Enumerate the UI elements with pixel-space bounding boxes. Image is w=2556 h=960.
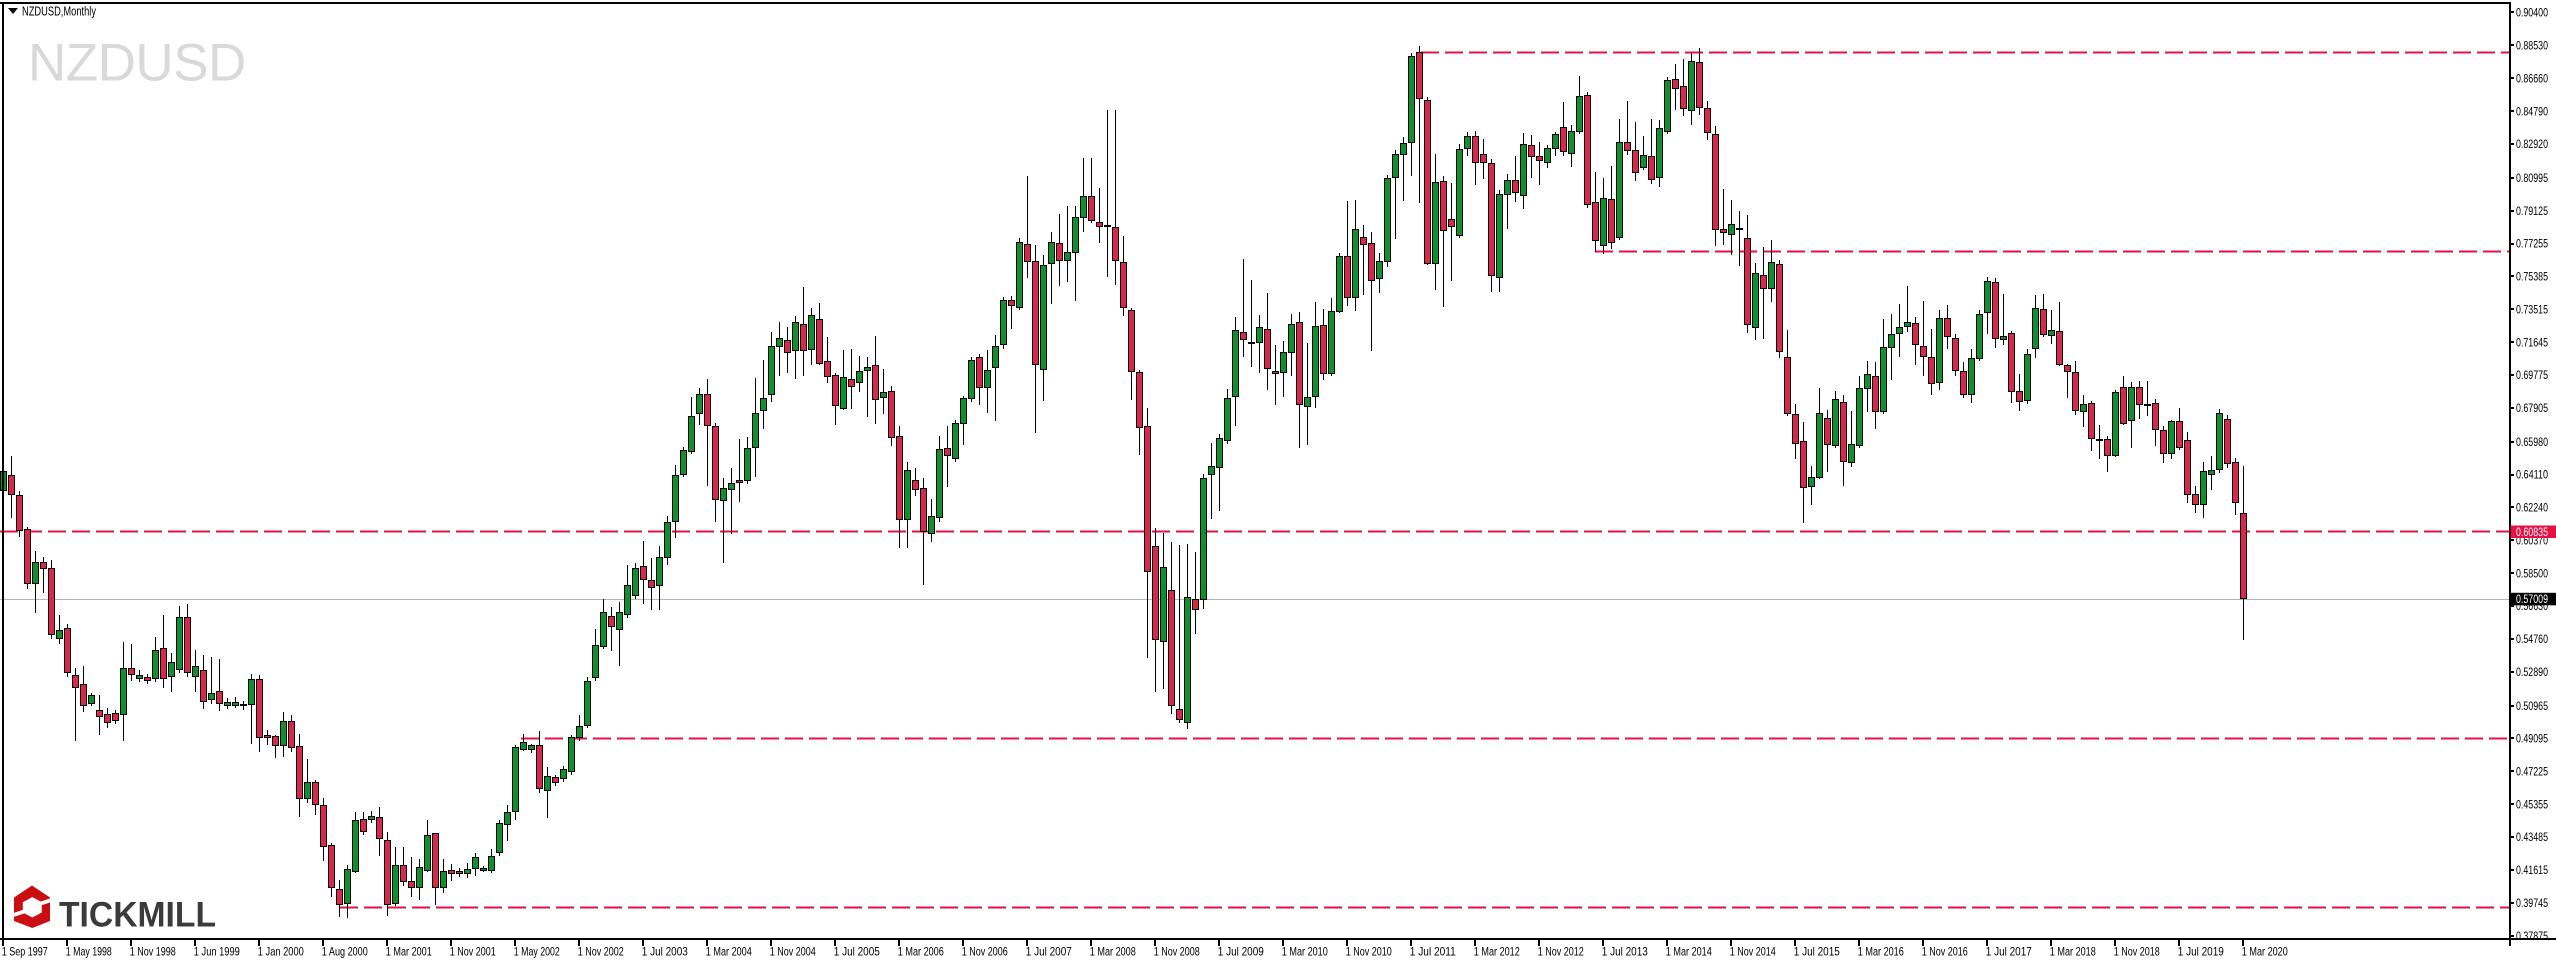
- svg-text:1 May 1998: 1 May 1998: [66, 945, 112, 959]
- svg-text:1 Nov 2014: 1 Nov 2014: [1730, 945, 1776, 959]
- svg-text:1 Jun 1999: 1 Jun 1999: [194, 945, 240, 959]
- svg-text:0.54760: 0.54760: [2516, 634, 2548, 646]
- svg-text:1 Jul 2019: 1 Jul 2019: [2178, 945, 2224, 959]
- svg-text:0.52890: 0.52890: [2516, 667, 2548, 679]
- svg-text:0.88530: 0.88530: [2516, 41, 2548, 53]
- svg-text:0.64110: 0.64110: [2516, 470, 2548, 482]
- svg-text:0.82920: 0.82920: [2516, 139, 2548, 151]
- svg-text:1 Jul 2017: 1 Jul 2017: [1986, 945, 2032, 959]
- svg-text:1 Jul 2011: 1 Jul 2011: [1410, 945, 1456, 959]
- svg-text:0.57009: 0.57009: [2516, 594, 2548, 606]
- svg-text:1 Nov 2016: 1 Nov 2016: [1922, 945, 1968, 959]
- svg-text:1 Jul 2015: 1 Jul 2015: [1794, 945, 1840, 959]
- svg-text:1 Nov 2002: 1 Nov 2002: [578, 945, 624, 959]
- svg-text:1 Sep 1997: 1 Sep 1997: [2, 945, 48, 959]
- svg-text:1 Mar 2008: 1 Mar 2008: [1090, 945, 1136, 959]
- svg-text:0.41615: 0.41615: [2516, 865, 2548, 877]
- svg-text:1 Mar 2020: 1 Mar 2020: [2242, 945, 2288, 959]
- svg-text:1 Jul 2005: 1 Jul 2005: [834, 945, 880, 959]
- svg-text:1 Mar 2016: 1 Mar 2016: [1858, 945, 1904, 959]
- svg-text:1 May 2002: 1 May 2002: [514, 945, 560, 959]
- svg-text:1 Jul 2003: 1 Jul 2003: [642, 945, 688, 959]
- svg-text:0.84790: 0.84790: [2516, 106, 2548, 118]
- svg-text:1 Mar 2012: 1 Mar 2012: [1474, 945, 1520, 959]
- svg-text:0.49095: 0.49095: [2516, 734, 2548, 746]
- svg-text:0.77255: 0.77255: [2516, 239, 2548, 251]
- svg-text:NZDUSD,Monthly: NZDUSD,Monthly: [22, 4, 96, 19]
- svg-text:1 Nov 2018: 1 Nov 2018: [2114, 945, 2160, 959]
- svg-text:1 Nov 1998: 1 Nov 1998: [130, 945, 176, 959]
- svg-text:0.80995: 0.80995: [2516, 173, 2548, 185]
- svg-text:0.69775: 0.69775: [2516, 370, 2548, 382]
- svg-text:0.75385: 0.75385: [2516, 272, 2548, 284]
- svg-text:0.62240: 0.62240: [2516, 503, 2548, 515]
- svg-text:1 Aug 2000: 1 Aug 2000: [322, 945, 368, 959]
- svg-text:0.71645: 0.71645: [2516, 337, 2548, 349]
- svg-text:0.73515: 0.73515: [2516, 305, 2548, 317]
- svg-text:1 Jul 2013: 1 Jul 2013: [1602, 945, 1648, 959]
- svg-text:1 Jan 2000: 1 Jan 2000: [258, 945, 304, 959]
- svg-text:1 Nov 2001: 1 Nov 2001: [450, 945, 496, 959]
- svg-text:0.79125: 0.79125: [2516, 206, 2548, 218]
- svg-text:1 Nov 2006: 1 Nov 2006: [962, 945, 1008, 959]
- svg-text:1 Mar 2018: 1 Mar 2018: [2050, 945, 2096, 959]
- svg-text:0.67905: 0.67905: [2516, 403, 2548, 415]
- svg-text:0.65980: 0.65980: [2516, 437, 2548, 449]
- svg-text:1 Mar 2001: 1 Mar 2001: [386, 945, 432, 959]
- svg-text:0.45355: 0.45355: [2516, 799, 2548, 811]
- svg-text:1 Nov 2012: 1 Nov 2012: [1538, 945, 1584, 959]
- svg-text:0.60370: 0.60370: [2516, 536, 2548, 548]
- svg-text:0.60835: 0.60835: [2516, 527, 2548, 539]
- svg-text:NZDUSD: NZDUSD: [28, 34, 246, 93]
- svg-text:0.43485: 0.43485: [2516, 832, 2548, 844]
- svg-text:1 Mar 2004: 1 Mar 2004: [706, 945, 752, 959]
- svg-text:1 Nov 2010: 1 Nov 2010: [1346, 945, 1392, 959]
- svg-text:1 Jul 2009: 1 Jul 2009: [1218, 945, 1264, 959]
- svg-text:0.58500: 0.58500: [2516, 568, 2548, 580]
- svg-text:0.37875: 0.37875: [2516, 931, 2548, 943]
- svg-text:1 Mar 2014: 1 Mar 2014: [1666, 945, 1712, 959]
- svg-text:1 Jul 2007: 1 Jul 2007: [1026, 945, 1072, 959]
- svg-text:0.50965: 0.50965: [2516, 701, 2548, 713]
- svg-text:1 Mar 2006: 1 Mar 2006: [898, 945, 944, 959]
- svg-text:0.90400: 0.90400: [2516, 8, 2548, 20]
- svg-text:0.47225: 0.47225: [2516, 767, 2548, 779]
- svg-text:0.86660: 0.86660: [2516, 73, 2548, 85]
- svg-text:1 Nov 2008: 1 Nov 2008: [1154, 945, 1200, 959]
- svg-text:1 Mar 2010: 1 Mar 2010: [1282, 945, 1328, 959]
- svg-text:TICKMILL: TICKMILL: [59, 896, 216, 935]
- svg-text:0.39745: 0.39745: [2516, 898, 2548, 910]
- svg-text:1 Nov 2004: 1 Nov 2004: [770, 945, 816, 959]
